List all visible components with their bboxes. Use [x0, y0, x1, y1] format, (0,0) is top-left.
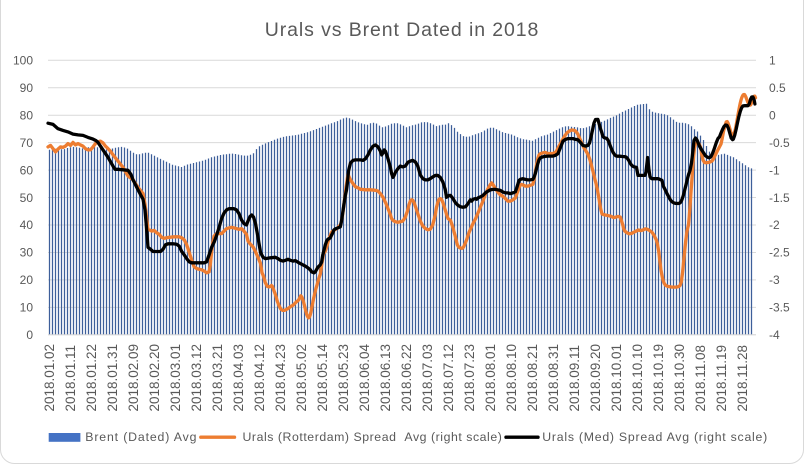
svg-text:60: 60 [20, 163, 34, 177]
svg-text:2018.10.01: 2018.10.01 [609, 344, 624, 412]
svg-text:2018.06.13: 2018.06.13 [378, 344, 393, 412]
svg-text:-4: -4 [769, 328, 780, 342]
svg-text:2018.08.10: 2018.08.10 [504, 344, 519, 412]
svg-text:-2.5: -2.5 [769, 246, 790, 260]
svg-text:-1: -1 [769, 163, 780, 177]
svg-text:30: 30 [20, 246, 34, 260]
svg-text:2018.05.14: 2018.05.14 [315, 343, 330, 411]
svg-text:2018.11.08: 2018.11.08 [693, 345, 708, 412]
svg-text:2018.04.03: 2018.04.03 [231, 344, 246, 412]
svg-text:Brent (Dated) Avg: Brent (Dated) Avg [85, 430, 197, 444]
svg-text:70: 70 [20, 136, 34, 150]
svg-text:2018.03.21: 2018.03.21 [210, 344, 225, 412]
svg-text:2018.08.21: 2018.08.21 [525, 344, 540, 412]
svg-text:2018.06.22: 2018.06.22 [399, 344, 414, 412]
svg-text:2018.05.02: 2018.05.02 [294, 344, 309, 412]
svg-text:100: 100 [13, 54, 33, 68]
svg-text:2018.06.04: 2018.06.04 [357, 343, 372, 411]
svg-text:2018.09.11: 2018.09.11 [567, 345, 582, 412]
svg-text:2018.09.20: 2018.09.20 [588, 344, 603, 412]
svg-text:2018.07.12: 2018.07.12 [441, 344, 456, 412]
svg-text:2018.02.20: 2018.02.20 [147, 344, 162, 412]
svg-text:0: 0 [769, 108, 776, 122]
svg-text:2018.04.23: 2018.04.23 [273, 344, 288, 412]
svg-text:Urals vs Brent Dated in 2018: Urals vs Brent Dated in 2018 [265, 19, 540, 41]
svg-text:40: 40 [20, 218, 34, 232]
svg-text:2018.01.22: 2018.01.22 [84, 344, 99, 412]
svg-text:2018.11.28: 2018.11.28 [735, 345, 750, 412]
svg-text:80: 80 [20, 108, 34, 122]
svg-text:Urals (Rotterdam) Spread Avg: Urals (Rotterdam) Spread Avg (right scal… [243, 430, 503, 444]
svg-text:2018.03.12: 2018.03.12 [189, 344, 204, 412]
svg-text:-1.5: -1.5 [769, 191, 790, 205]
svg-text:2018.05.23: 2018.05.23 [336, 344, 351, 412]
svg-text:2018.10.10: 2018.10.10 [630, 344, 645, 412]
svg-text:2018.10.19: 2018.10.19 [651, 344, 666, 412]
svg-text:90: 90 [20, 81, 34, 95]
svg-text:2018.03.01: 2018.03.01 [168, 344, 183, 412]
svg-text:20: 20 [20, 273, 34, 287]
svg-text:-3.5: -3.5 [769, 301, 790, 315]
svg-text:10: 10 [20, 301, 34, 315]
svg-text:-2: -2 [769, 218, 780, 232]
svg-text:0: 0 [26, 328, 33, 342]
svg-text:2018.07.03: 2018.07.03 [420, 344, 435, 412]
svg-text:2018.08.31: 2018.08.31 [546, 344, 561, 412]
svg-text:1: 1 [769, 54, 776, 68]
svg-text:2018.01.11: 2018.01.11 [63, 345, 78, 412]
svg-text:50: 50 [20, 191, 34, 205]
svg-text:Urals (Med) Spread Avg (right: Urals (Med) Spread Avg (right scale) [542, 430, 768, 444]
svg-text:2018.08.01: 2018.08.01 [483, 344, 498, 412]
svg-text:2018.10.30: 2018.10.30 [672, 344, 687, 412]
svg-text:-3: -3 [769, 273, 780, 287]
svg-text:2018.07.23: 2018.07.23 [462, 344, 477, 412]
svg-text:2018.01.02: 2018.01.02 [42, 344, 57, 412]
svg-text:2018.01.31: 2018.01.31 [105, 344, 120, 412]
svg-text:-0.5: -0.5 [769, 136, 790, 150]
svg-text:0.5: 0.5 [769, 81, 786, 95]
svg-text:2018.04.12: 2018.04.12 [252, 344, 267, 412]
svg-text:2018.11.19: 2018.11.19 [714, 345, 729, 412]
svg-text:2018.02.09: 2018.02.09 [126, 344, 141, 412]
